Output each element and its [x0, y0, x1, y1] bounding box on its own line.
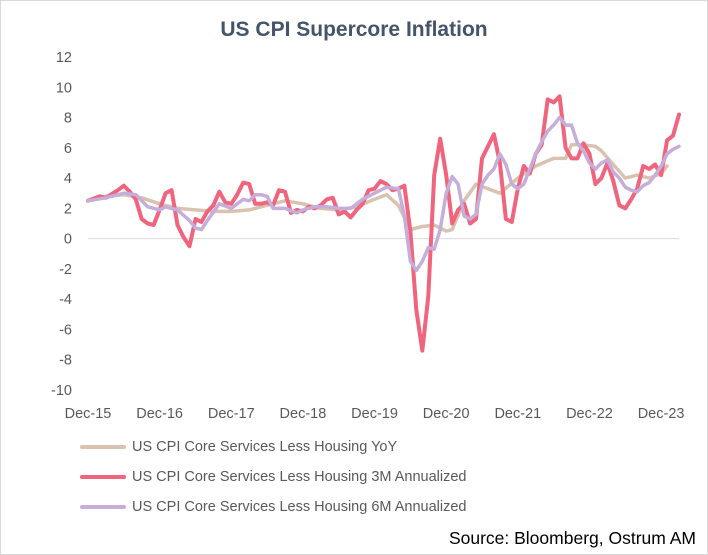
y-tick-label: -10 — [51, 383, 72, 399]
legend-label-6m: US CPI Core Services Less Housing 6M Ann… — [132, 499, 467, 515]
y-tick-label: 6 — [64, 141, 72, 157]
legend-item-yoy: US CPI Core Services Less Housing YoY — [80, 432, 466, 462]
x-tick-label: Dec-18 — [280, 406, 327, 422]
chart-title: US CPI Supercore Inflation — [220, 18, 488, 41]
legend-swatch-3m — [80, 475, 126, 479]
y-tick-label: -4 — [59, 292, 72, 308]
x-tick-label: Dec-21 — [494, 406, 541, 422]
x-tick-label: Dec-17 — [208, 406, 255, 422]
x-tick-label: Dec-15 — [65, 406, 112, 422]
x-tick-label: Dec-16 — [136, 406, 183, 422]
legend-label-3m: US CPI Core Services Less Housing 3M Ann… — [132, 469, 467, 485]
y-tick-label: -8 — [59, 353, 72, 369]
x-tick-label: Dec-22 — [566, 406, 613, 422]
y-tick-label: 12 — [56, 50, 72, 66]
x-tick-label: Dec-23 — [638, 406, 685, 422]
y-axis: 12 10 8 6 4 2 0 -2 -4 -6 -8 -10 — [51, 50, 72, 399]
x-tick-label: Dec-20 — [423, 406, 470, 422]
legend-item-3m: US CPI Core Services Less Housing 3M Ann… — [80, 462, 466, 492]
y-tick-label: -6 — [59, 322, 72, 338]
y-tick-label: -2 — [59, 262, 72, 278]
series-group — [86, 94, 681, 353]
series-line-3m — [86, 94, 681, 353]
legend-swatch-yoy — [80, 445, 126, 449]
x-axis: Dec-15 Dec-16 Dec-17 Dec-18 Dec-19 Dec-20 Dec-… — [65, 406, 685, 422]
legend-label-yoy: US CPI Core Services Less Housing YoY — [132, 439, 398, 455]
y-tick-label: 4 — [64, 171, 72, 187]
series-line-6m — [86, 115, 681, 273]
source-note: Source: Bloomberg, Ostrum AM — [448, 528, 696, 548]
y-tick-label: 2 — [64, 201, 72, 217]
y-tick-label: 10 — [56, 80, 72, 96]
x-tick-label: Dec-19 — [351, 406, 398, 422]
legend: US CPI Core Services Less Housing YoY US… — [80, 432, 466, 522]
legend-item-6m: US CPI Core Services Less Housing 6M Ann… — [80, 492, 466, 522]
legend-swatch-6m — [80, 505, 126, 509]
y-tick-label: 0 — [64, 232, 72, 248]
y-tick-label: 8 — [64, 111, 72, 127]
